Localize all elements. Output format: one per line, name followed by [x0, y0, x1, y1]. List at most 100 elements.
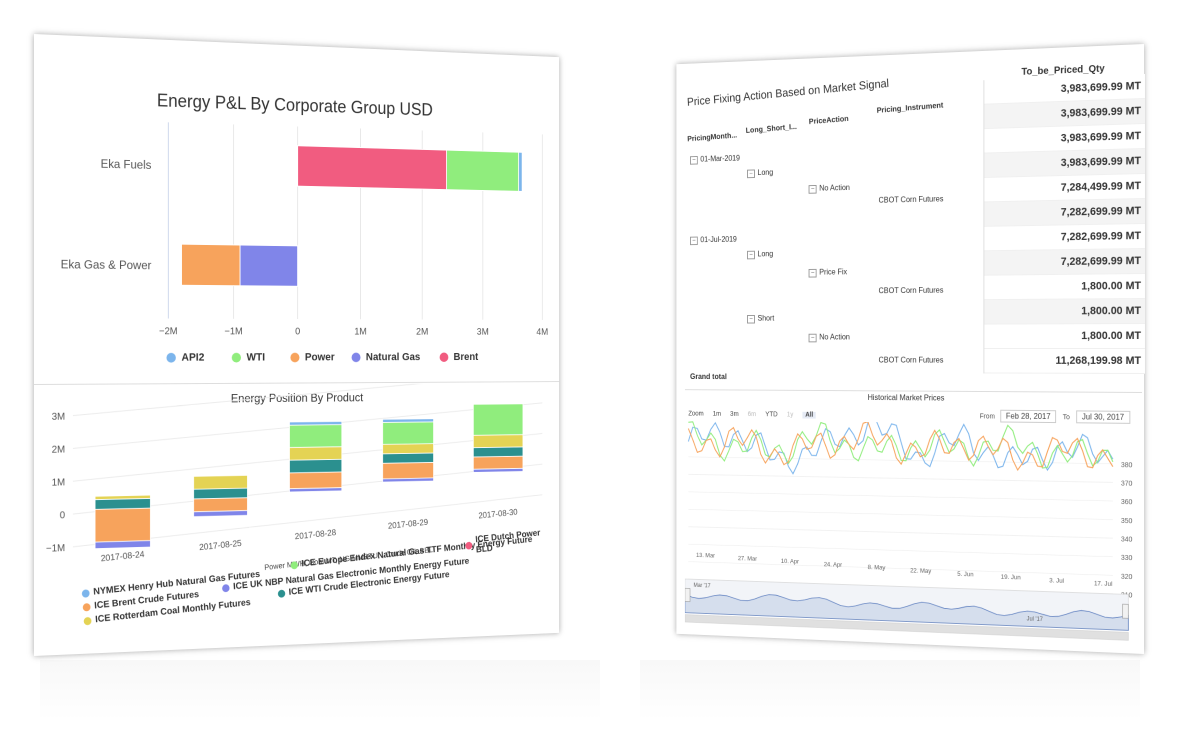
table-row: 1,800.00 MT	[984, 298, 1145, 324]
history-title: Historical Market Prices	[685, 392, 1142, 404]
position-bar-segment[interactable]	[473, 456, 523, 469]
position-bar-segment[interactable]	[289, 472, 341, 489]
legend-item-brent[interactable]: Brent	[440, 352, 479, 363]
row-price-fix-jul[interactable]: − Price Fix	[809, 268, 847, 278]
to-date-input[interactable]: Jul 30, 2017	[1076, 410, 1130, 423]
position-bar-segment[interactable]	[194, 498, 248, 512]
position-bar-segment[interactable]	[95, 508, 150, 542]
collapse-icon[interactable]: −	[690, 237, 698, 246]
position-bar-segment[interactable]	[289, 425, 341, 448]
qty-cell: 7,282,699.99 MT	[984, 223, 1145, 250]
pnl-bar-brent[interactable]	[298, 146, 447, 190]
pivot-values-table: 3,983,699.99 MT 3,983,699.99 MT 3,983,69…	[984, 74, 1145, 374]
pnl-bar-power[interactable]	[181, 244, 240, 286]
range-button-6m[interactable]: 6m	[748, 411, 756, 418]
action-label: No Action	[819, 333, 850, 342]
position-y-tick-label: 3M	[52, 412, 65, 423]
history-series-line[interactable]	[688, 421, 1113, 469]
position-bar-segment[interactable]	[289, 459, 341, 473]
position-bar-segment[interactable]	[194, 511, 248, 517]
pnl-group-label-gas-power: Eka Gas & Power	[61, 257, 152, 272]
position-bar-segment[interactable]	[383, 478, 434, 482]
table-row: 1,800.00 MT	[984, 323, 1145, 348]
col-header-price-action[interactable]: PriceAction	[809, 114, 849, 126]
collapse-icon[interactable]: −	[747, 169, 755, 178]
history-gridline	[688, 474, 1113, 482]
row-long-jul[interactable]: − Long	[747, 250, 773, 260]
collapse-icon[interactable]: −	[809, 334, 817, 343]
pnl-legend: API2 WTI Power Natural Gas Brent	[34, 351, 559, 372]
brent-color-dot	[440, 353, 449, 362]
range-button-1m[interactable]: 1m	[713, 411, 721, 418]
row-month-jul[interactable]: −01-Jul-2019	[690, 235, 737, 245]
row-month-mar[interactable]: −01-Mar-2019	[690, 154, 740, 165]
pnl-bar-natural-gas[interactable]	[240, 245, 298, 286]
position-bar-segment[interactable]	[473, 468, 523, 472]
legend-label: Power	[305, 352, 335, 364]
position-bar-segment[interactable]	[383, 444, 434, 454]
history-series-line[interactable]	[688, 420, 1113, 480]
history-chart-area: Historical Market Prices Zoom 1m 3m 6m Y…	[685, 389, 1142, 655]
power-color-dot	[290, 353, 299, 363]
range-button-3m[interactable]: 3m	[730, 411, 738, 418]
legend-item-natural-gas[interactable]: Natural Gas	[352, 352, 421, 364]
action-label: No Action	[819, 183, 850, 192]
from-date-input[interactable]: Feb 28, 2017	[1000, 410, 1056, 423]
position-bar-segment[interactable]	[194, 488, 248, 499]
range-button-1y[interactable]: 1y	[787, 412, 794, 419]
collapse-icon[interactable]: −	[747, 251, 755, 260]
position-bar-segment[interactable]	[95, 498, 150, 509]
instrument-label: CBOT Corn Futures	[879, 356, 944, 365]
position-bar-segment[interactable]	[383, 462, 434, 479]
row-no-action-mar[interactable]: − No Action	[809, 183, 850, 194]
position-x-tick-label: 2017-08-29	[388, 517, 429, 531]
collapse-icon[interactable]: −	[690, 156, 698, 165]
row-short-jul[interactable]: − Short	[747, 314, 774, 324]
position-bar-segment[interactable]	[289, 488, 341, 492]
legend-item-api2[interactable]: API2	[166, 352, 204, 364]
navigator-label-end: Jul '17	[1027, 616, 1043, 623]
history-y-tick-label: 380	[1121, 462, 1133, 470]
pivot-values-column: 3,983,699.99 MT 3,983,699.99 MT 3,983,69…	[983, 74, 1145, 374]
position-bar-segment[interactable]	[95, 495, 150, 499]
navigator-handle-left[interactable]	[685, 588, 690, 601]
position-bar-segment[interactable]	[473, 435, 523, 448]
position-bar-segment[interactable]	[383, 453, 434, 463]
row-long-mar[interactable]: − Long	[747, 168, 773, 178]
col-header-pricing-instrument[interactable]: Pricing_Instrument	[877, 101, 944, 115]
legend-item-power[interactable]: Power	[290, 352, 334, 364]
pivot-col-headers: PricingMonth... Long_Short_I... PriceAct…	[687, 98, 983, 145]
collapse-icon[interactable]: −	[747, 315, 755, 324]
position-bar-segment[interactable]	[289, 421, 341, 425]
position-bar-segment[interactable]	[194, 475, 248, 489]
collapse-icon[interactable]: −	[809, 269, 817, 278]
pnl-bar-wti[interactable]	[447, 150, 519, 191]
position-y-tick-label: −1M	[46, 543, 65, 555]
legend-label: WTI	[247, 352, 266, 364]
table-row: 7,284,499.99 MT	[984, 173, 1145, 201]
row-instrument-jul-short: CBOT Corn Futures	[879, 356, 944, 365]
row-no-action-jul[interactable]: − No Action	[809, 333, 850, 343]
history-x-tick-label: 8. May	[868, 564, 886, 572]
col-header-pricing-month[interactable]: PricingMonth...	[687, 131, 737, 143]
history-x-tick-label: 5. Jun	[957, 571, 974, 579]
range-button-all[interactable]: All	[803, 412, 816, 419]
range-button-ytd[interactable]: YTD	[765, 411, 777, 418]
pnl-bar-api2[interactable]	[519, 152, 523, 191]
qty-cell: 7,282,699.99 MT	[984, 248, 1145, 275]
position-bar-segment[interactable]	[289, 447, 341, 461]
history-y-tick-label: 340	[1121, 536, 1133, 544]
history-x-tick-label: 22. May	[910, 567, 932, 575]
navigator-handle-right[interactable]	[1123, 604, 1129, 618]
long-label: Long	[758, 250, 774, 259]
position-bar-segment[interactable]	[95, 541, 150, 549]
position-bar-segment[interactable]	[383, 422, 434, 445]
left-dashboard-panel: Energy P&L By Corporate Group USD Eka Fu…	[34, 34, 559, 656]
collapse-icon[interactable]: −	[809, 185, 817, 194]
position-bar-segment[interactable]	[383, 419, 434, 423]
position-bar-segment[interactable]	[473, 404, 523, 435]
position-bar-segment[interactable]	[473, 447, 523, 457]
legend-item-wti[interactable]: WTI	[232, 352, 265, 364]
pnl-x-tick-label: 1M	[354, 327, 366, 338]
col-header-long-short[interactable]: Long_Short_I...	[746, 122, 797, 135]
